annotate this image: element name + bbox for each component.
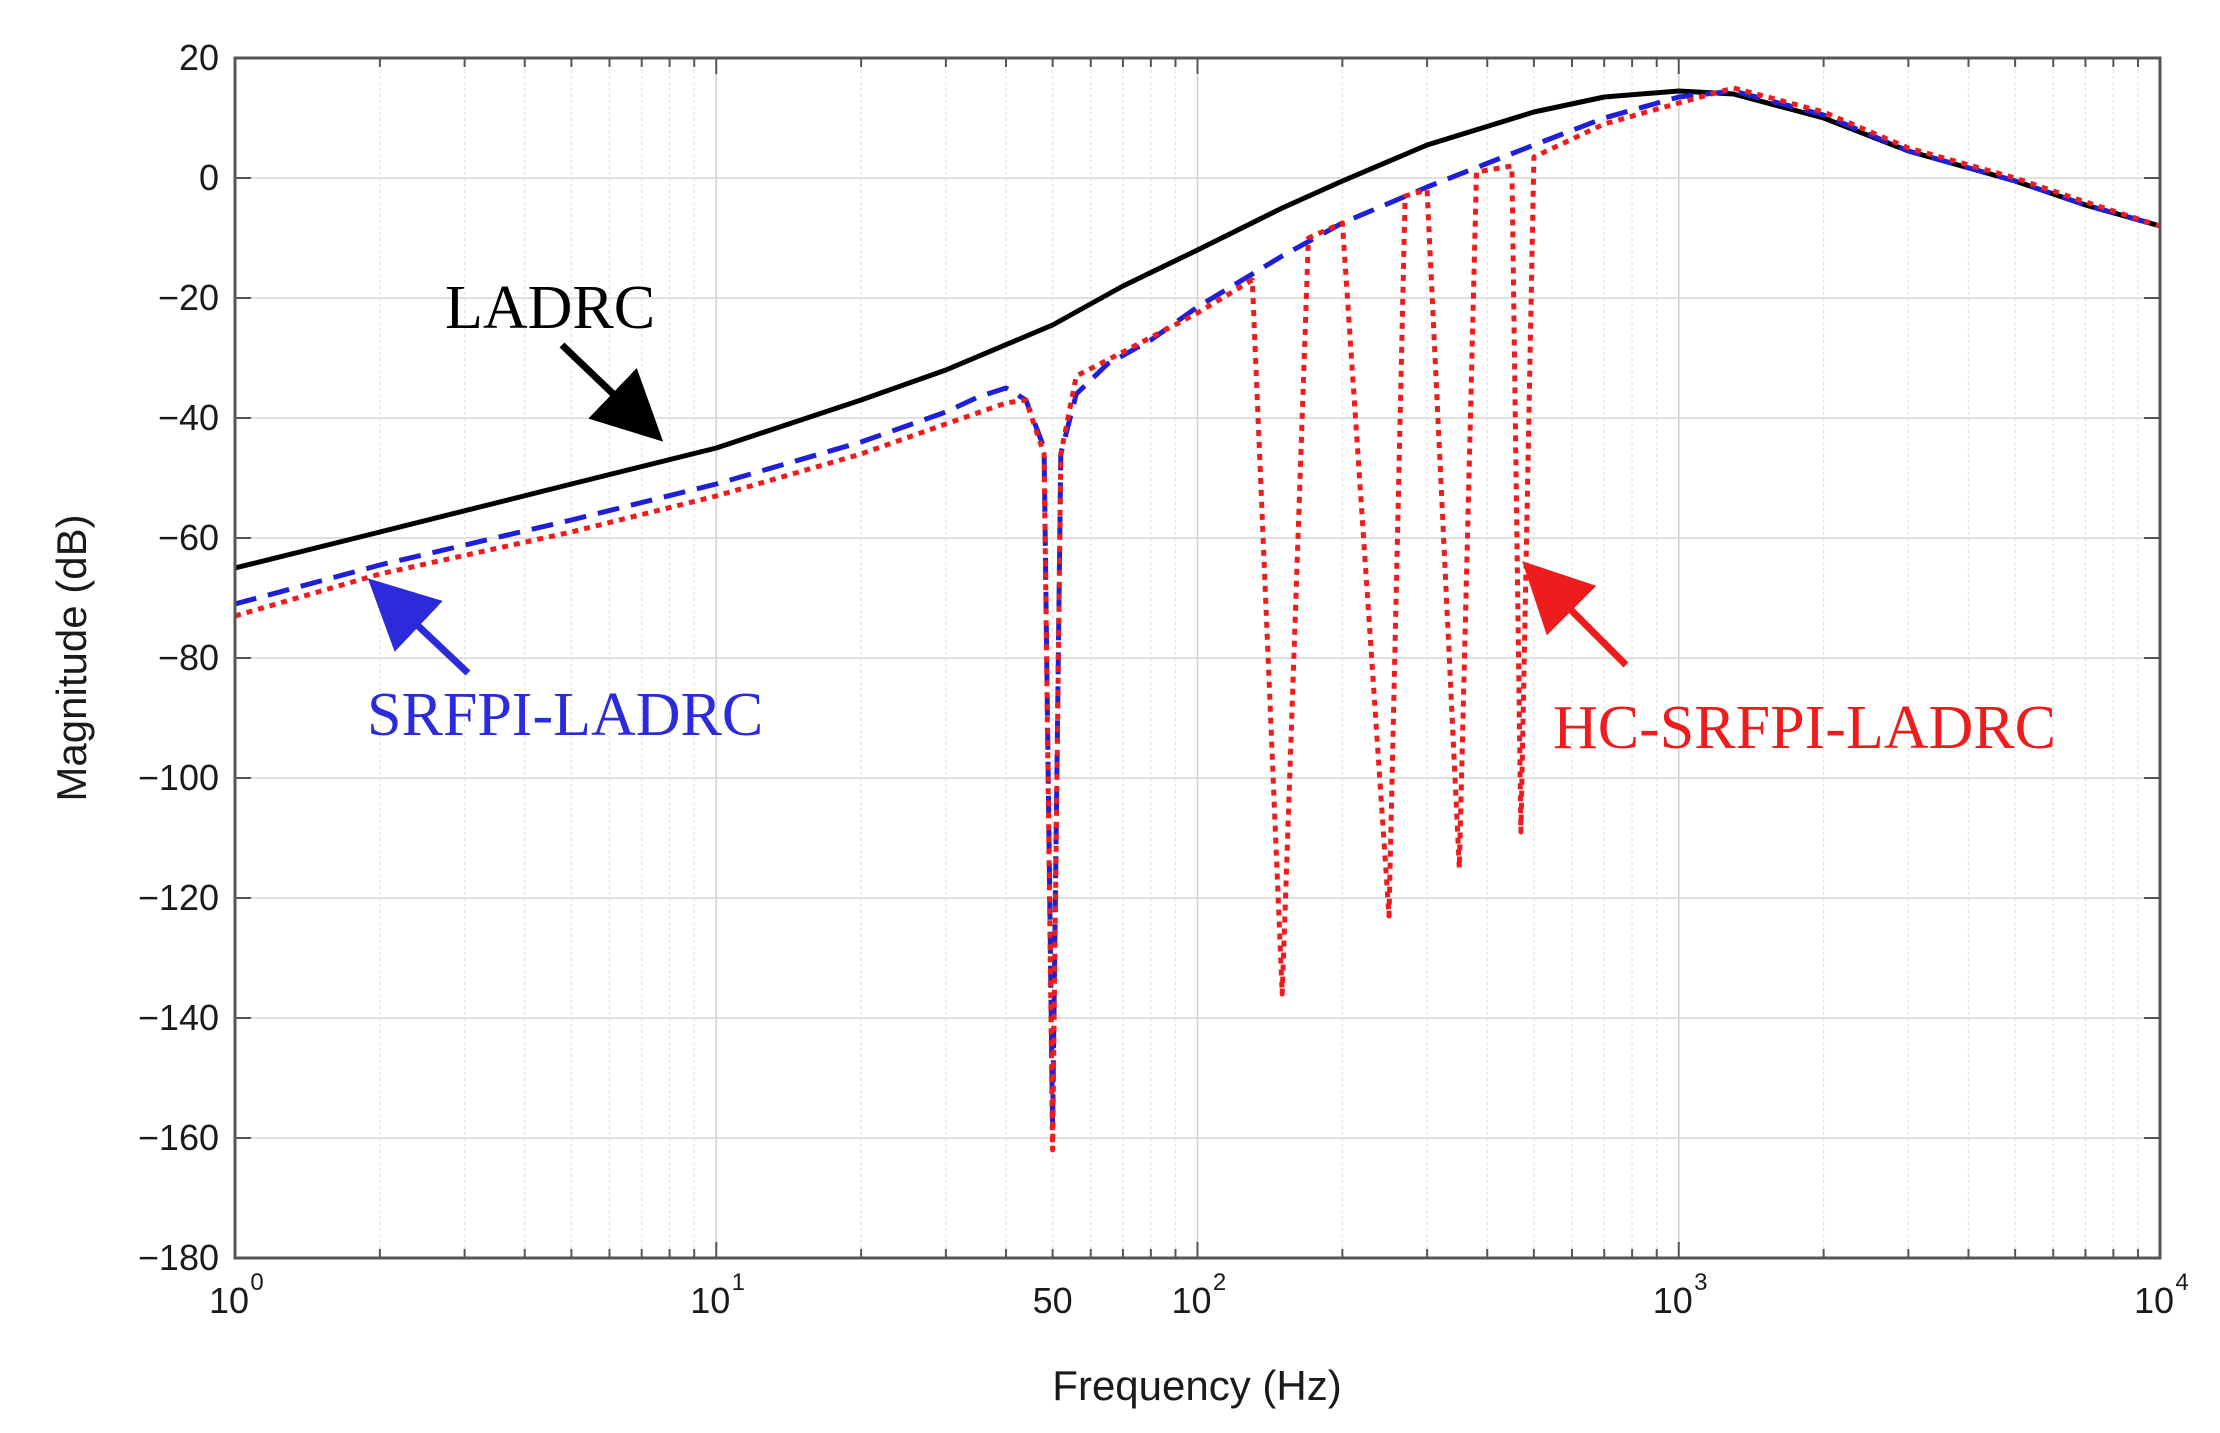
y-tick-label: −160 (138, 1117, 219, 1158)
x-tick-label: 10 (1171, 1280, 1211, 1321)
y-tick-label: 0 (199, 157, 219, 198)
x-tick-exponent: 0 (250, 1269, 263, 1296)
x-tick-exponent: 3 (1694, 1269, 1707, 1296)
x-tick-label: 10 (690, 1280, 730, 1321)
tick-marks (234, 57, 2160, 1259)
x-tick-label: 50 (1033, 1280, 1073, 1321)
x-tick-labels: 10 0 10 1 50 10 2 10 3 10 4 (209, 1269, 2189, 1321)
x-tick-exponent: 4 (2175, 1269, 2188, 1296)
series-line-srfpi-ladrc (235, 88, 2160, 1129)
annotation-ladrc: LADRC (445, 274, 655, 342)
grid (234, 57, 2160, 1259)
x-tick-label: 10 (209, 1280, 249, 1321)
y-tick-label: −40 (158, 397, 219, 438)
x-tick-label: 10 (2134, 1280, 2174, 1321)
annotation-hc-srfpi-ladrc: HC-SRFPI-LADRC (1553, 694, 2056, 762)
y-tick-label: −140 (138, 997, 219, 1038)
y-tick-label: −120 (138, 877, 219, 918)
y-tick-labels: 20 0 −20 −40 −60 −80 −100 −120 −140 −160 −180 (138, 37, 219, 1278)
y-tick-label: 20 (179, 37, 219, 78)
y-tick-label: −60 (158, 517, 219, 558)
y-tick-label: −100 (138, 757, 219, 798)
y-tick-label: −180 (138, 1237, 219, 1278)
y-axis-label: Magnitude (dB) (48, 514, 95, 801)
annotation-ladrc-arrow (559, 342, 664, 442)
x-axis-label: Frequency (Hz) (1052, 1362, 1341, 1409)
series-line-hc-srfpi-ladrc (235, 85, 2160, 1153)
x-tick-exponent: 2 (1213, 1269, 1226, 1296)
annotation-srfpi-ladrc: SRFPI-LADRC (367, 681, 763, 749)
annotation-srfpi-ladrc-arrow (367, 578, 471, 676)
x-tick-label: 10 (1653, 1280, 1693, 1321)
annotation-hc-srfpi-ladrc-arrow (1522, 561, 1629, 668)
y-tick-label: −80 (158, 637, 219, 678)
y-tick-label: −20 (158, 277, 219, 318)
series-layer (235, 85, 2160, 1153)
x-tick-exponent: 1 (732, 1269, 745, 1296)
